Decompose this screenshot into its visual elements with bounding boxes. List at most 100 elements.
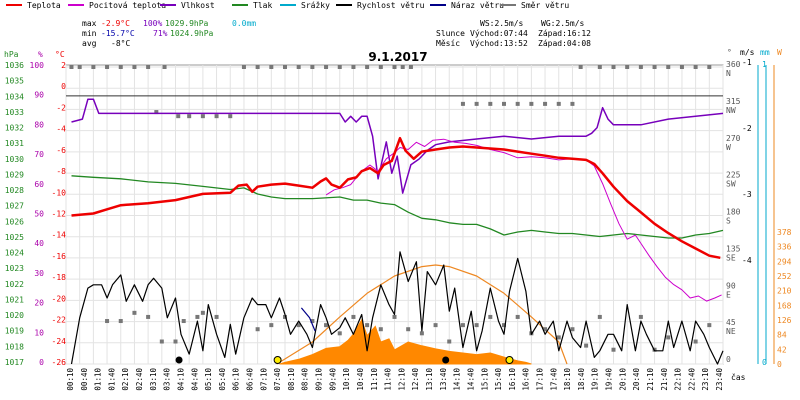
x-tick-label: 15:40 (494, 368, 503, 391)
x-tick-label: 01:40 (107, 368, 116, 391)
x-tick-label: 04:40 (190, 368, 199, 391)
wind-direction-marker (638, 65, 643, 69)
direction-tick: 135 (726, 244, 741, 253)
pressure-line (71, 175, 724, 239)
legend-label: Vlhkost (181, 1, 215, 10)
humidity-tick: 70 (34, 150, 44, 159)
temperature-tick: -16 (52, 252, 67, 261)
wind-direction-marker (556, 335, 561, 340)
x-tick-label: 11:10 (370, 368, 379, 391)
wind-direction-marker (488, 314, 493, 319)
legend-label: Náraz větru (451, 1, 504, 10)
temperature-tick: -10 (52, 188, 67, 197)
wind-direction-marker (392, 314, 397, 319)
legend-label: Srážky (301, 1, 330, 10)
wind-direction-marker (400, 65, 405, 69)
x-tick-label: 20:40 (632, 368, 641, 391)
temperature-tick: -6 (56, 146, 66, 155)
wind-direction-marker (310, 319, 315, 324)
x-tick-label: 15:10 (480, 368, 489, 391)
wind-direction-marker (707, 65, 712, 69)
wind-direction-marker (543, 101, 548, 106)
chart-grid (65, 64, 724, 365)
direction-tick-label: W (726, 143, 731, 152)
temperature-axis-label: °C (55, 50, 65, 59)
wind-direction-marker (433, 323, 438, 328)
wind-direction-marker (419, 331, 424, 336)
x-tick-label: 20:10 (618, 368, 627, 391)
humidity-tick: 60 (34, 180, 44, 189)
chart-legend: Teplota Pocitová teplota Vlhkost Tlak Srážky… (6, 1, 569, 10)
wind-direction-marker (502, 323, 506, 328)
direction-tick-label: S (726, 217, 731, 226)
x-tick-label: 08:10 (287, 368, 296, 391)
wind-direction-marker (679, 65, 684, 69)
pressure-axis-label: hPa (4, 50, 19, 59)
direction-tick: 225 (726, 171, 741, 180)
x-tick-label: 06:10 (232, 368, 241, 391)
solar-tick: 252 (777, 272, 792, 281)
x-tick-label: 00:10 (66, 368, 75, 391)
temperature-tick: -4 (56, 125, 66, 134)
x-tick-label: 02:10 (121, 368, 130, 391)
x-tick-label: 00:40 (80, 368, 89, 391)
wind-direction-marker (378, 327, 383, 332)
x-axis-label: čas (731, 372, 746, 382)
solar-tick: 336 (777, 243, 792, 252)
direction-tick-label: SE (726, 253, 736, 262)
wind-speed-line (70, 251, 724, 365)
wind-direction-marker (351, 314, 356, 319)
stats-max-label: max (82, 19, 97, 28)
wind-direction-marker (378, 65, 383, 69)
legend-label: Rychlost větru (357, 1, 425, 10)
wind-direction-marker (406, 327, 411, 332)
wind-direction-marker (214, 114, 219, 119)
direction-axis-label: ° (727, 48, 732, 57)
wind-direction-marker (543, 327, 548, 332)
solar-tick: 0 (777, 360, 782, 369)
x-tick-label: 09:40 (328, 368, 337, 391)
x-tick-label: 07:40 (273, 368, 282, 391)
sunset-marker (505, 356, 514, 364)
solar-tick: 294 (777, 257, 792, 266)
stats-wg: WG:2.5m/s (541, 19, 585, 28)
wind-direction-marker (255, 327, 260, 332)
x-tick-label: 07:10 (259, 368, 268, 391)
solar-axis-label: W (777, 48, 782, 57)
wind-direction-marker (693, 339, 698, 344)
wind-direction-marker (241, 65, 246, 69)
x-tick-label: 13:10 (425, 368, 434, 391)
theoretical-radiation-line (276, 264, 568, 365)
stats-moon-label: Měsíc (436, 39, 460, 48)
wind-direction-marker (105, 319, 110, 324)
legend-label: Pocitová teplota (89, 1, 166, 10)
x-tick-label: 01:10 (94, 368, 103, 391)
wind-tick: -4 (742, 256, 752, 265)
stats-min-temp: -15.7°C (101, 29, 135, 38)
wind-direction-marker (337, 65, 342, 69)
pressure-tick: 1030 (5, 155, 24, 164)
wind-direction-marker (200, 114, 205, 119)
wind-direction-marker (146, 314, 151, 319)
pressure-tick: 1027 (5, 202, 24, 211)
solar-tick: 378 (777, 228, 792, 237)
stats-sun-rise: Východ:07:44 (470, 29, 528, 38)
direction-tick: 180 (726, 208, 741, 217)
legend-label: Teplota (27, 1, 61, 10)
wind-direction-marker (296, 65, 301, 69)
wind-direction-marker (474, 323, 479, 328)
rain-axis-label: mm (760, 48, 770, 57)
wind-direction-marker (447, 339, 452, 344)
x-tick-label: 05:40 (218, 368, 227, 391)
stats-ws: WS:2.5m/s (480, 19, 524, 28)
x-tick-label: 14:40 (466, 368, 475, 391)
legend-label: Tlak (253, 1, 272, 10)
pressure-tick: 1024 (5, 249, 24, 258)
x-tick-label: 16:10 (508, 368, 517, 391)
wind-direction-marker (296, 323, 301, 328)
temperature-tick: -22 (52, 316, 67, 325)
moonrise-marker (442, 356, 450, 364)
direction-tick-label: E (726, 290, 731, 299)
wind-direction-marker (200, 310, 205, 315)
temperature-tick: -14 (52, 231, 67, 240)
